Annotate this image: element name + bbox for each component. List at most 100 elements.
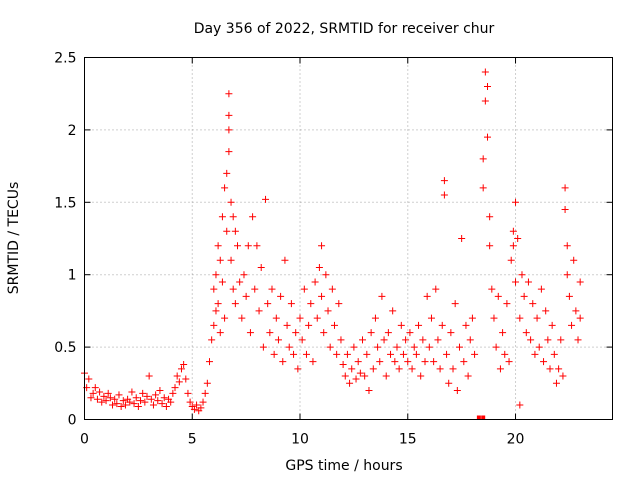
axis-ticks: 0 0.5 1 1.5 2 2.5 0 5 10 15 20 — [54, 51, 613, 448]
data-point — [561, 184, 569, 192]
data-point — [253, 242, 261, 250]
data-point — [231, 227, 239, 235]
data-point — [371, 314, 379, 322]
data-point — [132, 394, 140, 402]
data-point — [85, 375, 93, 383]
data-point — [212, 307, 220, 315]
data-point — [318, 242, 326, 250]
data-point — [352, 375, 360, 383]
data-point — [180, 360, 188, 368]
data-point — [197, 404, 205, 412]
data-point — [147, 395, 155, 403]
data-point — [557, 336, 565, 344]
data-point — [234, 242, 242, 250]
data-point — [335, 300, 343, 308]
data-point — [272, 314, 280, 322]
data-point — [337, 336, 345, 344]
data-point — [512, 278, 520, 286]
data-point — [270, 350, 278, 358]
data-point — [199, 398, 207, 406]
data-point — [484, 82, 492, 90]
data-point — [499, 329, 507, 337]
data-point — [481, 68, 489, 76]
data-point — [514, 235, 522, 242]
data-point — [218, 278, 226, 286]
data-point — [126, 398, 134, 406]
data-point — [348, 365, 356, 373]
data-point — [305, 321, 313, 329]
data-point — [387, 350, 395, 358]
y-tick-label: 0.5 — [54, 340, 76, 356]
data-point — [119, 397, 127, 405]
data-point — [522, 329, 530, 337]
data-point — [494, 292, 502, 300]
data-point — [464, 372, 472, 380]
data-point — [393, 343, 401, 351]
data-point — [524, 278, 532, 286]
data-point — [552, 379, 560, 387]
data-point — [184, 389, 192, 397]
data-point — [208, 336, 216, 344]
data-point — [359, 336, 367, 344]
data-point — [570, 256, 578, 264]
data-point — [563, 271, 571, 279]
data-point — [128, 388, 136, 396]
data-point — [149, 401, 157, 409]
data-point — [486, 242, 494, 250]
data-point — [518, 271, 526, 279]
data-point — [109, 401, 117, 409]
data-point — [509, 242, 517, 250]
chart-title: Day 356 of 2022, SRMTID for receiver chu… — [194, 21, 495, 37]
data-point — [152, 391, 160, 399]
data-point — [354, 358, 362, 366]
data-point — [380, 336, 388, 344]
data-point — [130, 400, 138, 408]
data-point — [376, 358, 384, 366]
data-point — [227, 256, 235, 264]
data-point — [363, 350, 371, 358]
data-point — [313, 314, 321, 322]
data-point — [102, 397, 110, 405]
data-point — [203, 379, 211, 387]
plot-frame — [84, 57, 613, 420]
data-point — [283, 321, 291, 329]
data-point — [466, 336, 474, 344]
data-point — [281, 256, 289, 264]
data-point — [440, 191, 448, 199]
data-point — [190, 405, 198, 413]
data-point — [96, 388, 104, 396]
data-point — [268, 285, 276, 293]
data-point — [244, 242, 252, 250]
data-point — [302, 350, 310, 358]
data-point — [445, 379, 453, 387]
data-point — [210, 321, 218, 329]
data-point — [221, 314, 229, 322]
data-point — [434, 336, 442, 344]
data-point — [139, 389, 147, 397]
data-point — [509, 227, 517, 235]
data-point — [486, 213, 494, 221]
data-point — [158, 400, 166, 408]
x-axis-label: GPS time / hours — [285, 458, 402, 474]
data-point — [137, 397, 145, 405]
data-point — [537, 285, 545, 293]
data-point — [333, 350, 341, 358]
data-point — [361, 372, 369, 380]
data-point — [143, 392, 151, 400]
y-tick-label: 0 — [68, 413, 77, 429]
data-point — [484, 133, 492, 141]
data-points — [81, 68, 584, 420]
data-point — [449, 365, 457, 373]
data-point — [113, 400, 121, 408]
data-point — [410, 343, 418, 351]
data-point — [167, 398, 175, 406]
grid-lines — [84, 57, 613, 420]
data-point — [507, 256, 515, 264]
data-point — [496, 365, 504, 373]
data-point — [231, 300, 239, 308]
data-point — [389, 307, 397, 315]
data-point — [115, 391, 123, 399]
data-point — [419, 336, 427, 344]
data-point — [300, 285, 308, 293]
data-point — [572, 307, 580, 315]
